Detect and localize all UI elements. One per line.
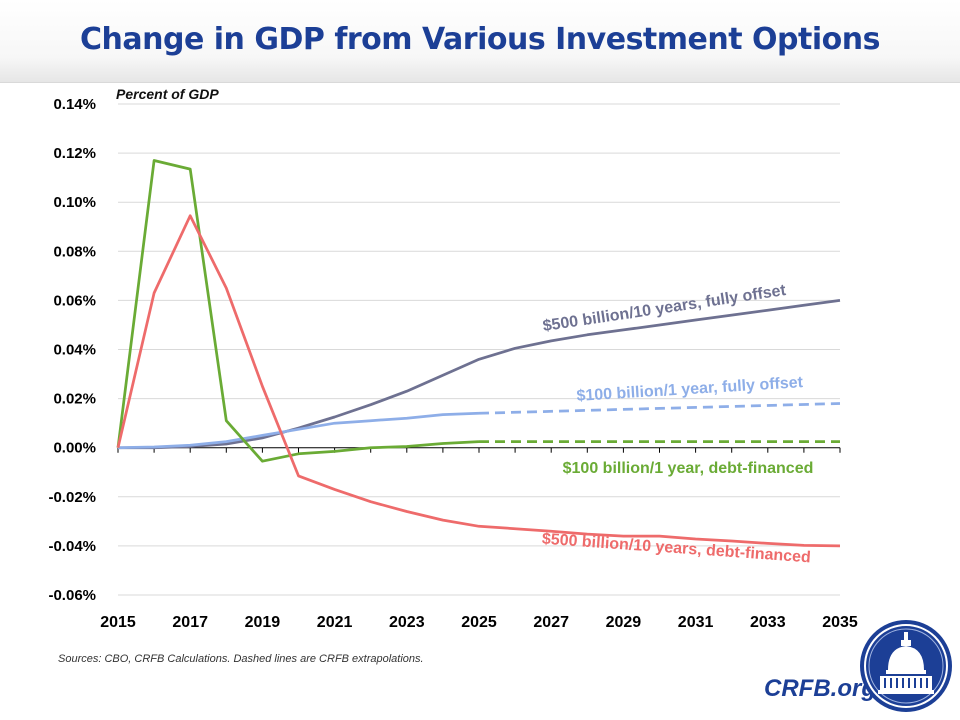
- x-tick-label: 2029: [606, 614, 642, 631]
- sources-note: Sources: CBO, CRFB Calculations. Dashed …: [58, 653, 424, 665]
- y-tick-label: 0.14%: [53, 96, 96, 113]
- y-tick-label: 0.08%: [53, 243, 96, 260]
- y-tick-label: -0.02%: [48, 489, 96, 506]
- series-annotation: $500 billion/10 years, fully offset: [542, 282, 788, 335]
- page-title: Change in GDP from Various Investment Op…: [80, 22, 880, 57]
- x-tick-label: 2025: [461, 614, 497, 631]
- y-tick-label: -0.06%: [48, 587, 96, 604]
- x-tick-label: 2031: [678, 614, 714, 631]
- y-axis-label: Percent of GDP: [116, 86, 219, 102]
- series-line: [118, 299, 841, 450]
- series-line: [116, 159, 480, 463]
- series-line-dashed: [478, 402, 841, 415]
- series-annotation: $100 billion/1 year, fully offset: [576, 374, 804, 405]
- series-line: [117, 411, 480, 450]
- series-line: [116, 214, 841, 548]
- x-tick-label: 2027: [533, 614, 569, 631]
- series-annotation: $100 billion/1 year, debt-financed: [563, 460, 814, 477]
- y-tick-label: 0.04%: [53, 342, 96, 359]
- y-tick-label: 0.02%: [53, 391, 96, 408]
- x-tick-label: 2021: [317, 614, 353, 631]
- x-tick-label: 2023: [389, 614, 425, 631]
- series-annotation: $500 billion/10 years, debt-financed: [541, 531, 811, 567]
- brand-link[interactable]: CRFB.org: [764, 675, 876, 702]
- y-tick-label: -0.04%: [48, 538, 96, 555]
- y-tick-label: 0.06%: [53, 292, 96, 309]
- x-tick-label: 2019: [245, 614, 281, 631]
- x-tick-label: 2033: [750, 614, 786, 631]
- x-tick-label: 2015: [100, 614, 136, 631]
- y-tick-label: 0.10%: [53, 194, 96, 211]
- capitol-seal-icon: [860, 620, 952, 712]
- x-tick-label: 2035: [822, 614, 858, 631]
- header-band: Change in GDP from Various Investment Op…: [0, 0, 960, 83]
- x-tick-label: 2017: [172, 614, 208, 631]
- y-tick-label: 0.12%: [53, 145, 96, 162]
- y-tick-label: 0.00%: [53, 440, 96, 457]
